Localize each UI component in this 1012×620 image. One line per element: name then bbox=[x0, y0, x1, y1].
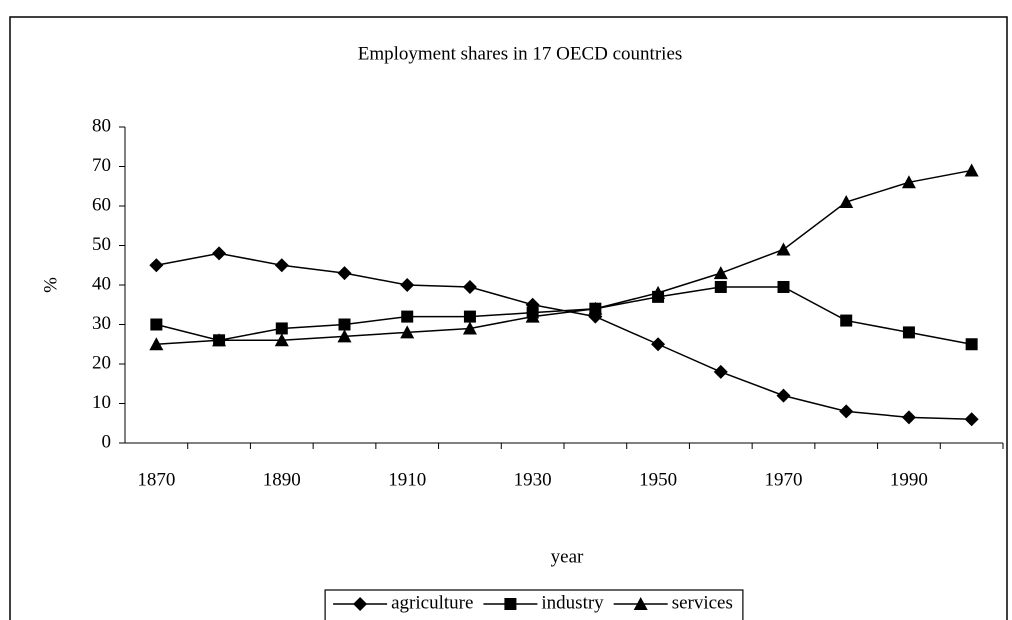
marker bbox=[713, 266, 728, 280]
marker bbox=[463, 310, 476, 323]
x-tick-label: 1890 bbox=[263, 469, 301, 490]
y-tick-label: 60 bbox=[92, 194, 111, 215]
y-tick-label: 30 bbox=[92, 313, 111, 334]
marker bbox=[338, 318, 351, 331]
marker bbox=[353, 597, 368, 611]
marker bbox=[504, 598, 517, 610]
y-axis-label: % bbox=[40, 277, 61, 293]
marker bbox=[965, 338, 978, 351]
marker bbox=[839, 404, 854, 419]
legend-label: services bbox=[672, 592, 733, 613]
y-tick-label: 10 bbox=[92, 392, 111, 413]
x-axis-label: year bbox=[551, 546, 584, 567]
y-tick-label: 70 bbox=[92, 155, 111, 176]
y-tick-label: 80 bbox=[92, 115, 111, 136]
marker bbox=[964, 163, 979, 177]
x-tick-label: 1870 bbox=[137, 469, 175, 490]
x-tick-label: 1930 bbox=[514, 469, 552, 490]
legend-label: industry bbox=[541, 592, 604, 613]
y-tick-label: 0 bbox=[102, 431, 112, 452]
legend-label: agriculture bbox=[391, 592, 473, 613]
legend-box bbox=[324, 589, 744, 620]
marker bbox=[150, 318, 163, 331]
marker bbox=[840, 314, 853, 327]
x-tick-label: 1950 bbox=[639, 469, 677, 490]
marker bbox=[776, 242, 791, 256]
marker bbox=[777, 280, 790, 293]
x-tick-label: 1990 bbox=[890, 469, 928, 490]
x-tick-label: 1970 bbox=[765, 469, 803, 490]
marker bbox=[588, 301, 603, 315]
marker bbox=[401, 310, 414, 323]
marker bbox=[149, 337, 164, 351]
marker bbox=[462, 321, 477, 335]
marker bbox=[651, 285, 666, 299]
series-line bbox=[156, 286, 972, 345]
marker bbox=[149, 258, 164, 273]
marker bbox=[651, 337, 666, 352]
chart-title: Employment shares in 17 OECD countries bbox=[358, 43, 683, 64]
marker bbox=[275, 322, 288, 335]
marker bbox=[964, 412, 979, 427]
x-tick-label: 1910 bbox=[388, 469, 426, 490]
legend: agriculture industry services bbox=[324, 589, 744, 620]
marker bbox=[274, 333, 289, 347]
marker bbox=[714, 280, 727, 293]
marker bbox=[400, 278, 415, 292]
marker bbox=[902, 326, 915, 339]
marker bbox=[525, 309, 540, 323]
marker bbox=[400, 325, 415, 339]
marker bbox=[337, 329, 352, 343]
marker bbox=[274, 258, 289, 273]
y-tick-label: 40 bbox=[92, 273, 111, 294]
marker bbox=[901, 175, 916, 189]
marker bbox=[337, 266, 352, 281]
marker bbox=[776, 388, 791, 403]
marker bbox=[839, 195, 854, 209]
y-tick-label: 20 bbox=[92, 352, 111, 373]
marker bbox=[633, 597, 648, 610]
y-tick-label: 50 bbox=[92, 234, 111, 255]
marker bbox=[212, 333, 227, 347]
marker bbox=[462, 279, 477, 294]
marker bbox=[212, 246, 227, 261]
marker bbox=[901, 410, 916, 425]
series-line bbox=[156, 169, 972, 345]
marker bbox=[713, 364, 728, 379]
